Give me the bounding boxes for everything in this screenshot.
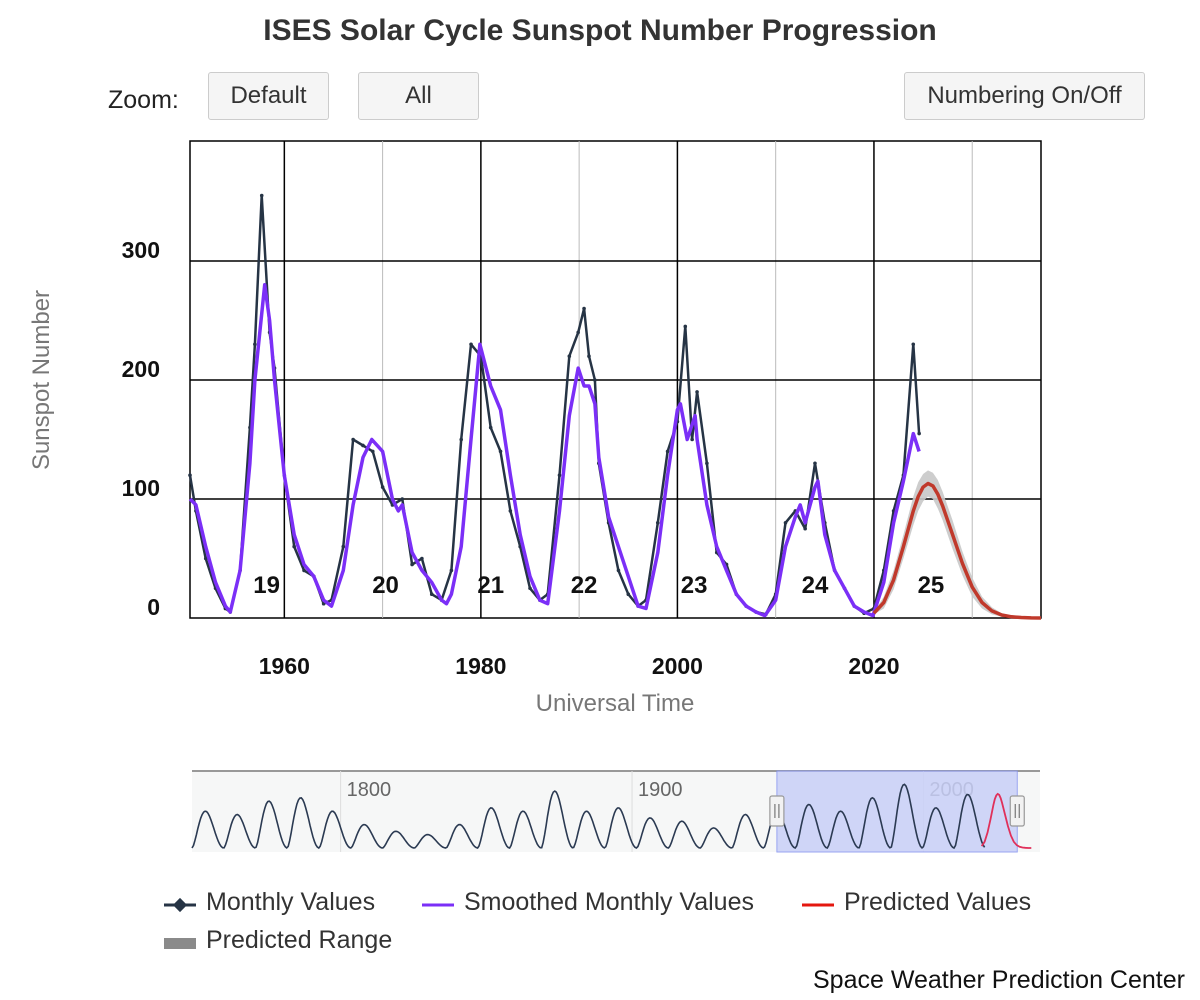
monthly-value-point xyxy=(655,521,660,525)
monthly-value-point xyxy=(469,342,473,347)
monthly-value-point xyxy=(498,449,503,454)
monthly-value-point xyxy=(616,568,621,573)
monthly-value-point xyxy=(665,449,670,454)
monthly-value-point xyxy=(508,509,513,513)
monthly-value-point xyxy=(557,473,562,478)
monthly-value-point xyxy=(302,568,306,573)
legend-range[interactable]: Predicted Range xyxy=(164,926,392,955)
cycle-label: 21 xyxy=(477,572,504,599)
monthly-value-point xyxy=(380,485,385,489)
monthly-value-point xyxy=(449,568,454,573)
monthly-value-point xyxy=(528,586,532,591)
monthly-value-point xyxy=(420,556,424,561)
monthly-value-point xyxy=(567,354,572,359)
x-axis-title: Universal Time xyxy=(536,690,695,717)
monthly-value-point xyxy=(587,354,591,359)
cycle-label: 19 xyxy=(253,572,280,599)
monthly-value-point xyxy=(576,330,580,335)
x-tick-label: 1980 xyxy=(455,653,506,679)
zoom-label: Zoom: xyxy=(108,86,179,114)
monthly-value-point xyxy=(429,592,434,596)
navigator-right-handle-body xyxy=(1009,795,1025,827)
monthly-value-point xyxy=(917,431,921,436)
monthly-value-point xyxy=(626,592,631,596)
y-tick-label: 100 xyxy=(122,475,160,501)
legend-predicted[interactable]: Predicted Values xyxy=(802,888,1031,917)
numbering-toggle-button[interactable]: Numbering On/Off xyxy=(904,72,1145,120)
legend-monthly[interactable]: Monthly Values xyxy=(164,888,375,917)
x-tick-label: 2020 xyxy=(848,653,899,679)
monthly-value-point xyxy=(582,306,586,311)
monthly-value-point xyxy=(813,461,817,466)
navigator-right-handle[interactable] xyxy=(1009,795,1025,827)
y-tick-label: 200 xyxy=(122,356,160,382)
cycle-label: 20 xyxy=(372,572,399,599)
navigator-tick-label: 1900 xyxy=(638,779,683,801)
monthly-value-point xyxy=(203,556,208,561)
x-tick-label: 2000 xyxy=(652,653,703,679)
navigator-tick-label: 1800 xyxy=(347,779,392,801)
legend-monthly-symbol xyxy=(164,893,196,913)
cycle-label: 24 xyxy=(802,572,829,599)
monthly-value-point xyxy=(459,437,464,442)
cycle-label: 25 xyxy=(918,572,945,599)
smoothed-values-line xyxy=(188,283,921,618)
legend-predicted-label: Predicted Values xyxy=(844,888,1032,916)
monthly-value-point xyxy=(351,437,355,442)
legend-smoothed-label: Smoothed Monthly Values xyxy=(464,888,754,916)
y-axis-title: Sunspot Number xyxy=(28,290,55,470)
credit-text: Space Weather Prediction Center xyxy=(813,966,1185,994)
monthly-value-point xyxy=(695,390,699,394)
zoom-all-button[interactable]: All xyxy=(358,72,479,120)
monthly-value-point xyxy=(683,324,688,329)
monthly-value-point xyxy=(188,473,192,478)
navigator-left-handle-body xyxy=(769,795,785,827)
monthly-value-point xyxy=(361,443,365,448)
monthly-value-point xyxy=(593,378,597,382)
x-tick-label: 1960 xyxy=(259,653,310,679)
monthly-value-point xyxy=(410,562,414,567)
legend-range-label: Predicted Range xyxy=(206,926,393,954)
monthly-value-point xyxy=(341,544,346,549)
monthly-value-point xyxy=(690,437,694,442)
legend-smoothed-symbol xyxy=(422,893,454,913)
legend-smoothed[interactable]: Smoothed Monthly Values xyxy=(422,888,754,917)
monthly-value-point xyxy=(488,425,493,430)
y-tick-label: 300 xyxy=(122,237,160,263)
monthly-value-point xyxy=(400,497,405,501)
y-tick-label: 0 xyxy=(147,594,160,620)
monthly-value-point xyxy=(803,526,807,531)
chart-title: ISES Solar Cycle Sunspot Number Progress… xyxy=(263,14,937,47)
cycle-label: 23 xyxy=(681,572,708,599)
monthly-value-point xyxy=(259,193,264,198)
monthly-value-point xyxy=(370,449,375,454)
monthly-value-point xyxy=(911,342,916,347)
monthly-value-point xyxy=(292,544,296,549)
navigator-left-handle[interactable] xyxy=(769,795,785,827)
cycle-label: 22 xyxy=(571,572,598,599)
predicted-values-line xyxy=(872,481,1042,620)
legend-monthly-label: Monthly Values xyxy=(206,888,376,916)
navigator-history-line xyxy=(191,783,986,850)
monthly-value-point xyxy=(783,521,788,525)
navigator-predicted-line xyxy=(980,792,1032,849)
monthly-value-point xyxy=(705,461,709,466)
legend-range-symbol xyxy=(164,931,196,951)
legend-predicted-symbol xyxy=(802,893,834,913)
zoom-default-button[interactable]: Default xyxy=(208,72,329,120)
monthly-value-point xyxy=(253,342,257,347)
